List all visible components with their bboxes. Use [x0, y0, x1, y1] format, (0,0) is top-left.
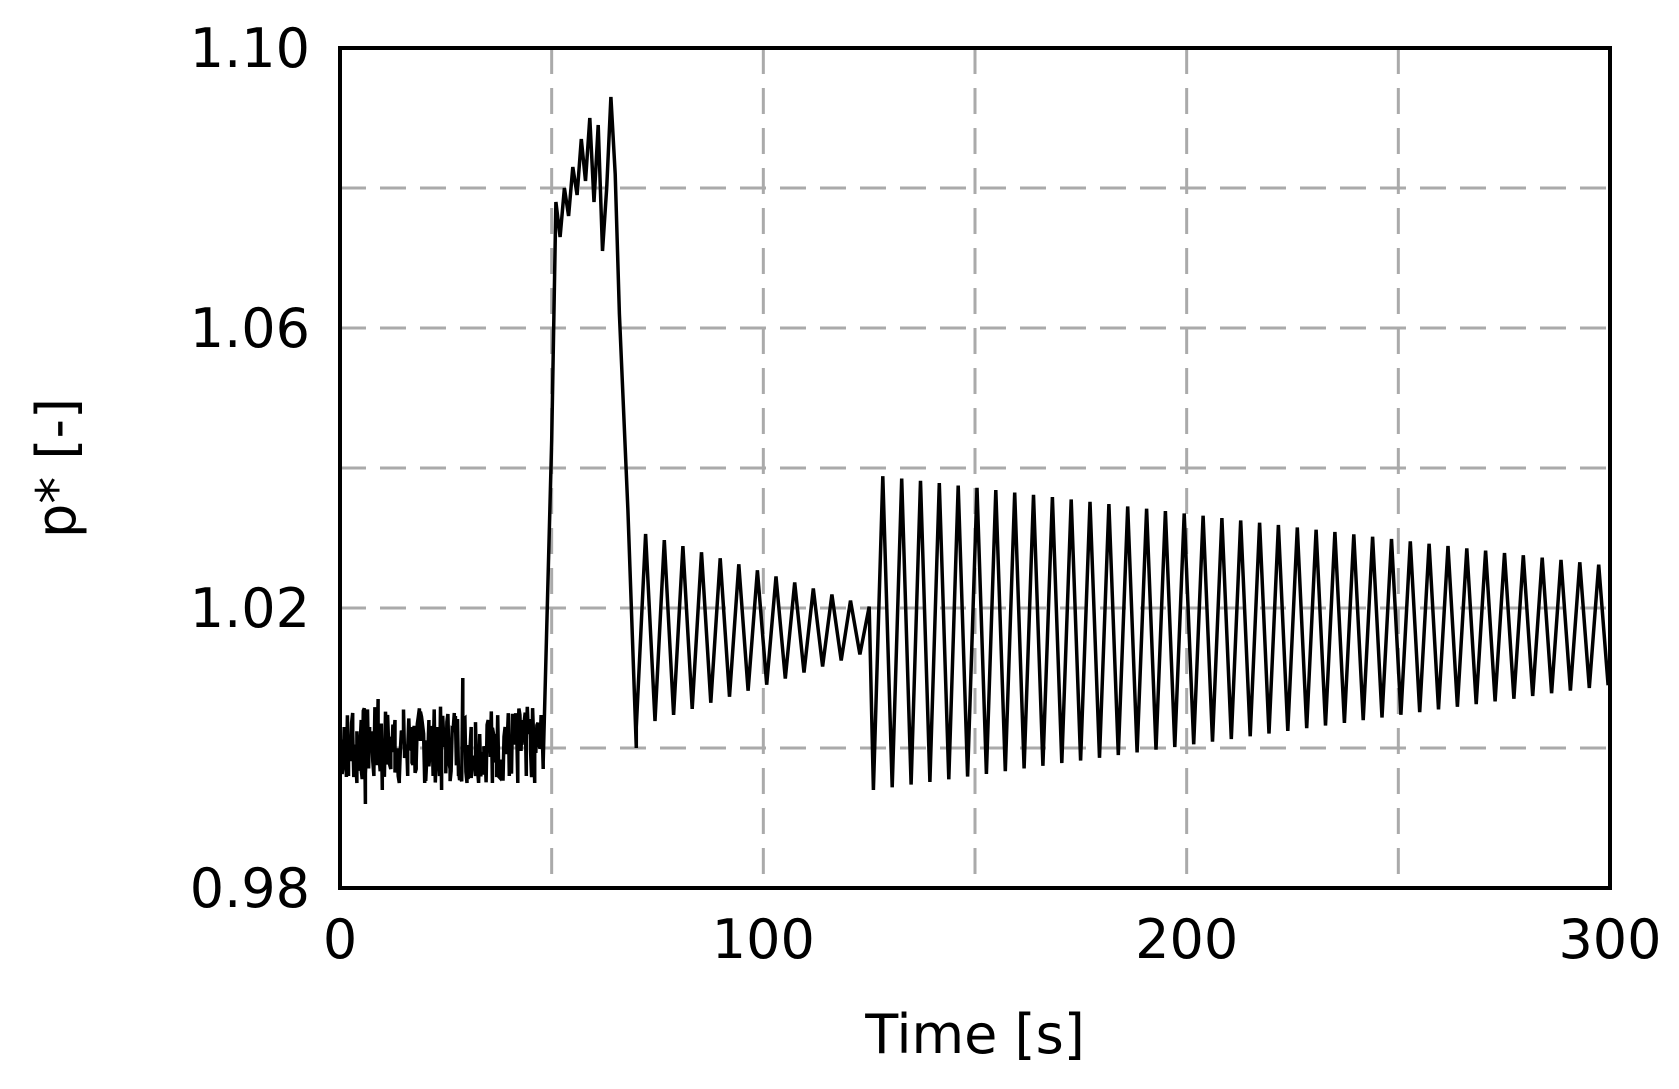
y-tick-label: 1.10 [190, 17, 310, 80]
series-layer [338, 96, 1610, 805]
x-tick-labels: 0 100 200 300 [323, 908, 1662, 971]
x-tick-label: 100 [712, 908, 815, 971]
y-tick-labels: 0.98 1.02 1.06 1.10 [190, 17, 310, 920]
x-axis-title: Time [s] [864, 1003, 1085, 1066]
y-tick-label: 1.02 [190, 577, 310, 640]
series-line [338, 96, 1610, 805]
x-tick-label: 0 [323, 908, 357, 971]
y-tick-label: 1.06 [190, 297, 310, 360]
x-tick-label: 200 [1135, 908, 1238, 971]
plot-frame [338, 46, 1612, 890]
y-axis-title: p* [-] [25, 398, 88, 538]
x-tick-label: 300 [1558, 908, 1661, 971]
y-tick-label: 0.98 [190, 857, 310, 920]
